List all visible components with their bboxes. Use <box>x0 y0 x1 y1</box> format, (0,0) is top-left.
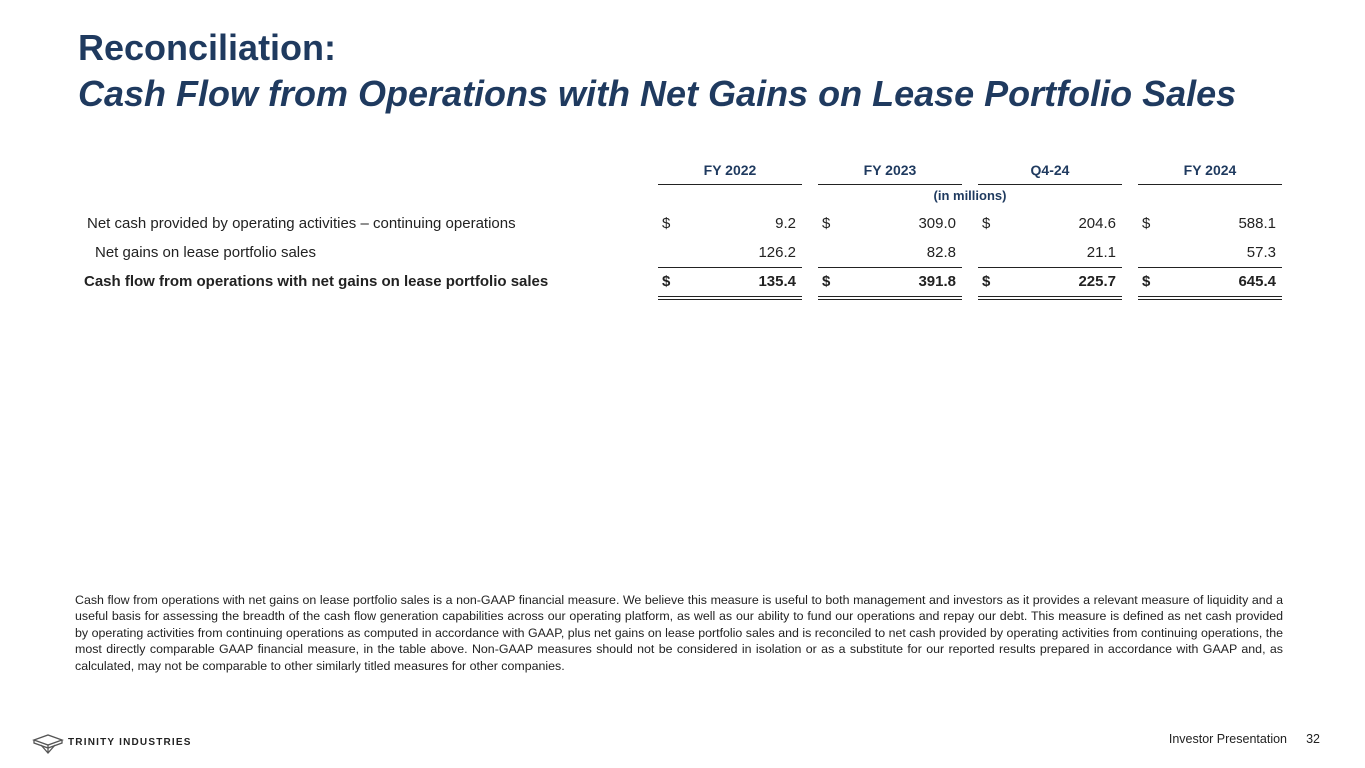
subtotal-rule <box>658 267 802 268</box>
trinity-logo-icon <box>32 734 64 754</box>
row-label-net-gains: Net gains on lease portfolio sales <box>95 244 316 261</box>
total-double-rule <box>978 299 1122 300</box>
col-header-q4-24: Q4-24 <box>978 162 1122 185</box>
col-header-fy2024: FY 2024 <box>1138 162 1282 185</box>
total-double-rule <box>658 299 802 300</box>
subtotal-rule <box>1138 267 1282 268</box>
row-label-total: Cash flow from operations with net gains… <box>84 273 549 290</box>
total-double-rule <box>818 299 962 300</box>
total-double-rule <box>978 296 1122 297</box>
company-logo-text: TRINITY INDUSTRIES <box>68 737 192 748</box>
total-double-rule <box>818 296 962 297</box>
page-title-line1: Reconciliation: <box>78 27 337 68</box>
page-number: 32 <box>1306 732 1320 746</box>
subtotal-rule <box>978 267 1122 268</box>
col-header-fy2022: FY 2022 <box>658 162 802 185</box>
col-header-fy2023: FY 2023 <box>818 162 962 185</box>
footer-label: Investor Presentation <box>1168 732 1287 746</box>
total-double-rule <box>1138 296 1282 297</box>
footnote: Cash flow from operations with net gains… <box>75 593 1283 673</box>
units-label: (in millions) <box>933 188 1007 203</box>
page-title-line2: Cash Flow from Operations with Net Gains… <box>78 73 1237 114</box>
total-double-rule <box>658 296 802 297</box>
row-label-net-cash: Net cash provided by operating activitie… <box>87 215 516 232</box>
total-double-rule <box>1138 299 1282 300</box>
subtotal-rule <box>818 267 962 268</box>
